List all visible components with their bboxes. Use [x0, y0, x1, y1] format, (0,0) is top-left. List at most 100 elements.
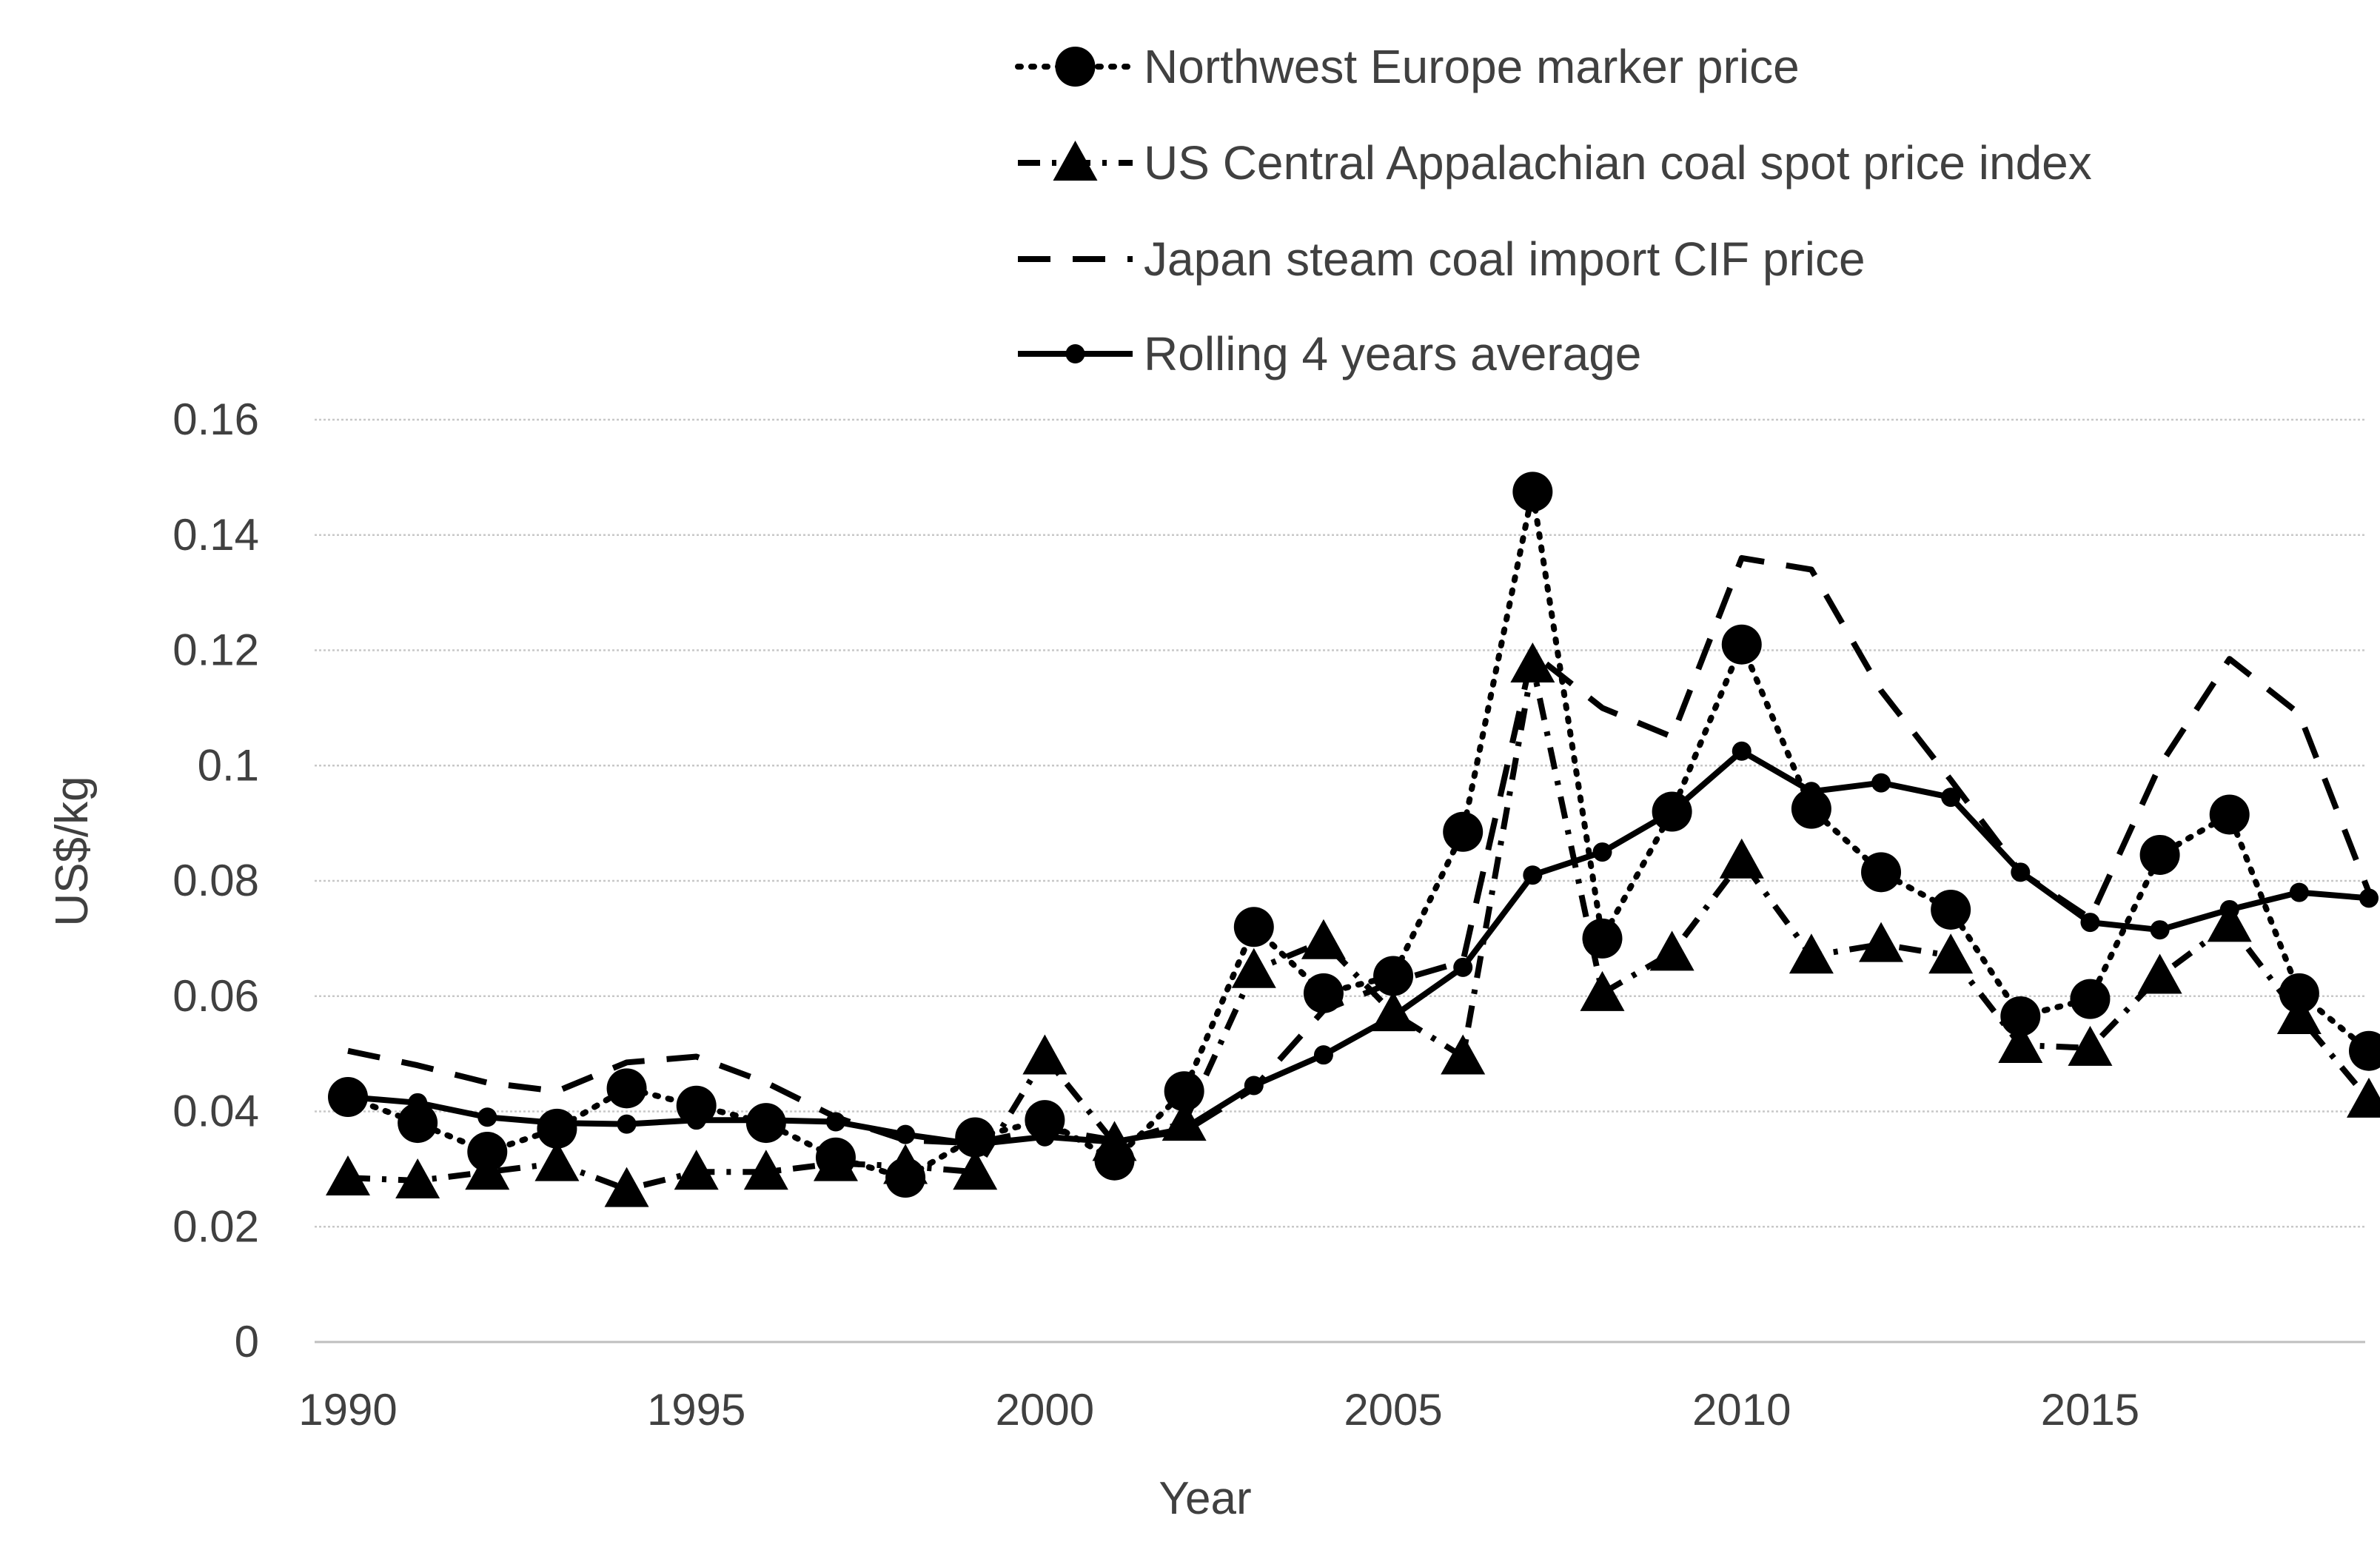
x-tick-label: 1990: [298, 1385, 397, 1435]
data-point-series-1: [1301, 919, 1346, 959]
data-point-series-3: [756, 1110, 776, 1130]
data-point-series-3: [825, 1112, 845, 1132]
data-point-series-3: [1174, 1118, 1194, 1138]
data-point-series-1: [953, 1150, 998, 1190]
legend-entry: Japan steam coal import CIF price: [1018, 232, 1866, 286]
data-point-series-0: [1512, 472, 1553, 512]
data-point-series-0: [1791, 788, 1831, 829]
data-point-series-3: [1592, 842, 1612, 862]
y-tick-label: 0.02: [172, 1201, 259, 1251]
data-point-series-1: [1719, 838, 1764, 879]
data-point-series-0: [1582, 918, 1623, 959]
legend-marker: [1065, 344, 1085, 363]
series-line-0: [345, 489, 2372, 1181]
data-point-series-0: [815, 1137, 856, 1178]
y-tick-label: 0.16: [172, 395, 259, 444]
y-tick-label: 0.12: [172, 625, 259, 675]
data-point-series-1: [2137, 953, 2182, 994]
legend-entry: Rolling 4 years average: [1018, 327, 1641, 380]
data-point-series-3: [2219, 899, 2239, 919]
x-tick-label: 2010: [1692, 1385, 1791, 1435]
data-point-series-0: [1094, 1140, 1135, 1181]
data-point-series-3: [1244, 1076, 1264, 1096]
legend-entry: Northwest Europe marker price: [1015, 40, 1800, 93]
series-2: [347, 554, 2372, 1147]
data-point-series-0: [2209, 794, 2250, 835]
data-point-series-0: [2349, 1030, 2380, 1071]
data-point-series-1: [1649, 930, 1695, 971]
legend-label: US Central Appalachian coal spot price i…: [1144, 136, 2092, 189]
data-point-series-1: [2276, 994, 2322, 1035]
data-point-series-3: [1035, 1127, 1055, 1147]
data-point-series-1: [395, 1158, 440, 1198]
data-point-series-0: [606, 1068, 647, 1109]
data-point-series-3: [2011, 862, 2031, 882]
data-point-series-3: [1662, 802, 1682, 822]
data-point-series-0: [2139, 834, 2180, 875]
data-point-series-0: [1025, 1100, 1065, 1141]
data-point-series-1: [1998, 1022, 2043, 1063]
data-point-series-1: [2347, 1077, 2380, 1118]
data-point-series-3: [1453, 957, 1473, 977]
data-point-series-3: [1104, 1132, 1124, 1152]
data-point-series-3: [2080, 913, 2100, 933]
legend: Northwest Europe marker price US Central …: [1015, 40, 2092, 380]
data-point-series-0: [1303, 973, 1344, 1013]
x-axis-title: Year: [1159, 1473, 1251, 1524]
data-point-series-0: [1373, 956, 1414, 996]
x-axis-tick-labels: 1990 1995 2000 2005 2010 2015: [298, 1385, 2139, 1435]
data-point-series-3: [408, 1093, 428, 1113]
legend-label: Northwest Europe marker price: [1144, 40, 1800, 93]
data-point-series-1: [534, 1141, 580, 1181]
series-line-3: [347, 748, 2370, 1147]
data-point-series-0: [467, 1132, 508, 1172]
data-point-series-1: [326, 1155, 370, 1196]
data-point-series-3: [547, 1113, 567, 1133]
data-point-series-1: [1510, 642, 1555, 682]
data-point-series-0: [1164, 1071, 1204, 1112]
data-point-series-0: [885, 1158, 926, 1198]
series-3: [338, 741, 2379, 1154]
data-point-series-3: [617, 1114, 637, 1134]
data-point-series-3: [1313, 1045, 1333, 1065]
data-point-series-1: [743, 1150, 788, 1190]
data-point-series-1: [2207, 902, 2252, 942]
data-point-series-0: [2000, 996, 2041, 1037]
legend-entry: US Central Appalachian coal spot price i…: [1018, 136, 2092, 189]
data-point-series-0: [398, 1103, 438, 1144]
x-tick-label: 1995: [647, 1385, 745, 1435]
data-point-series-3: [965, 1134, 985, 1154]
data-point-series-1: [1580, 970, 1625, 1011]
data-point-series-0: [1233, 907, 1274, 947]
data-point-series-1: [1789, 933, 1834, 974]
data-point-series-3: [338, 1087, 358, 1107]
data-point-series-0: [1721, 624, 1762, 665]
legend-label: Japan steam coal import CIF price: [1144, 232, 1866, 286]
data-point-series-3: [896, 1124, 916, 1144]
legend-label: Rolling 4 years average: [1144, 327, 1641, 380]
data-point-series-1: [1928, 933, 1974, 974]
data-point-series-1: [1231, 947, 1276, 988]
data-point-series-0: [2070, 979, 2111, 1019]
data-point-series-1: [1441, 1034, 1486, 1075]
data-point-series-1: [2068, 1025, 2113, 1066]
data-point-series-0: [676, 1085, 717, 1126]
data-point-series-0: [1931, 889, 1971, 930]
series-0: [328, 472, 2380, 1198]
data-point-series-3: [2150, 920, 2170, 940]
data-point-series-3: [1871, 773, 1891, 793]
x-tick-label: 2015: [2041, 1385, 2139, 1435]
data-point-series-3: [2289, 882, 2309, 902]
y-axis-title: US$/kg: [47, 776, 98, 926]
legend-marker: [1055, 47, 1096, 87]
data-point-series-1: [1022, 1034, 1067, 1075]
data-point-series-1: [1859, 922, 1904, 962]
y-tick-label: 0: [235, 1317, 259, 1366]
y-tick-label: 0.14: [172, 510, 259, 560]
legend-marker: [1053, 141, 1098, 181]
y-tick-label: 0.1: [198, 740, 259, 790]
series-layer: [326, 472, 2380, 1207]
data-point-series-3: [1732, 741, 1752, 761]
y-tick-label: 0.06: [172, 971, 259, 1021]
